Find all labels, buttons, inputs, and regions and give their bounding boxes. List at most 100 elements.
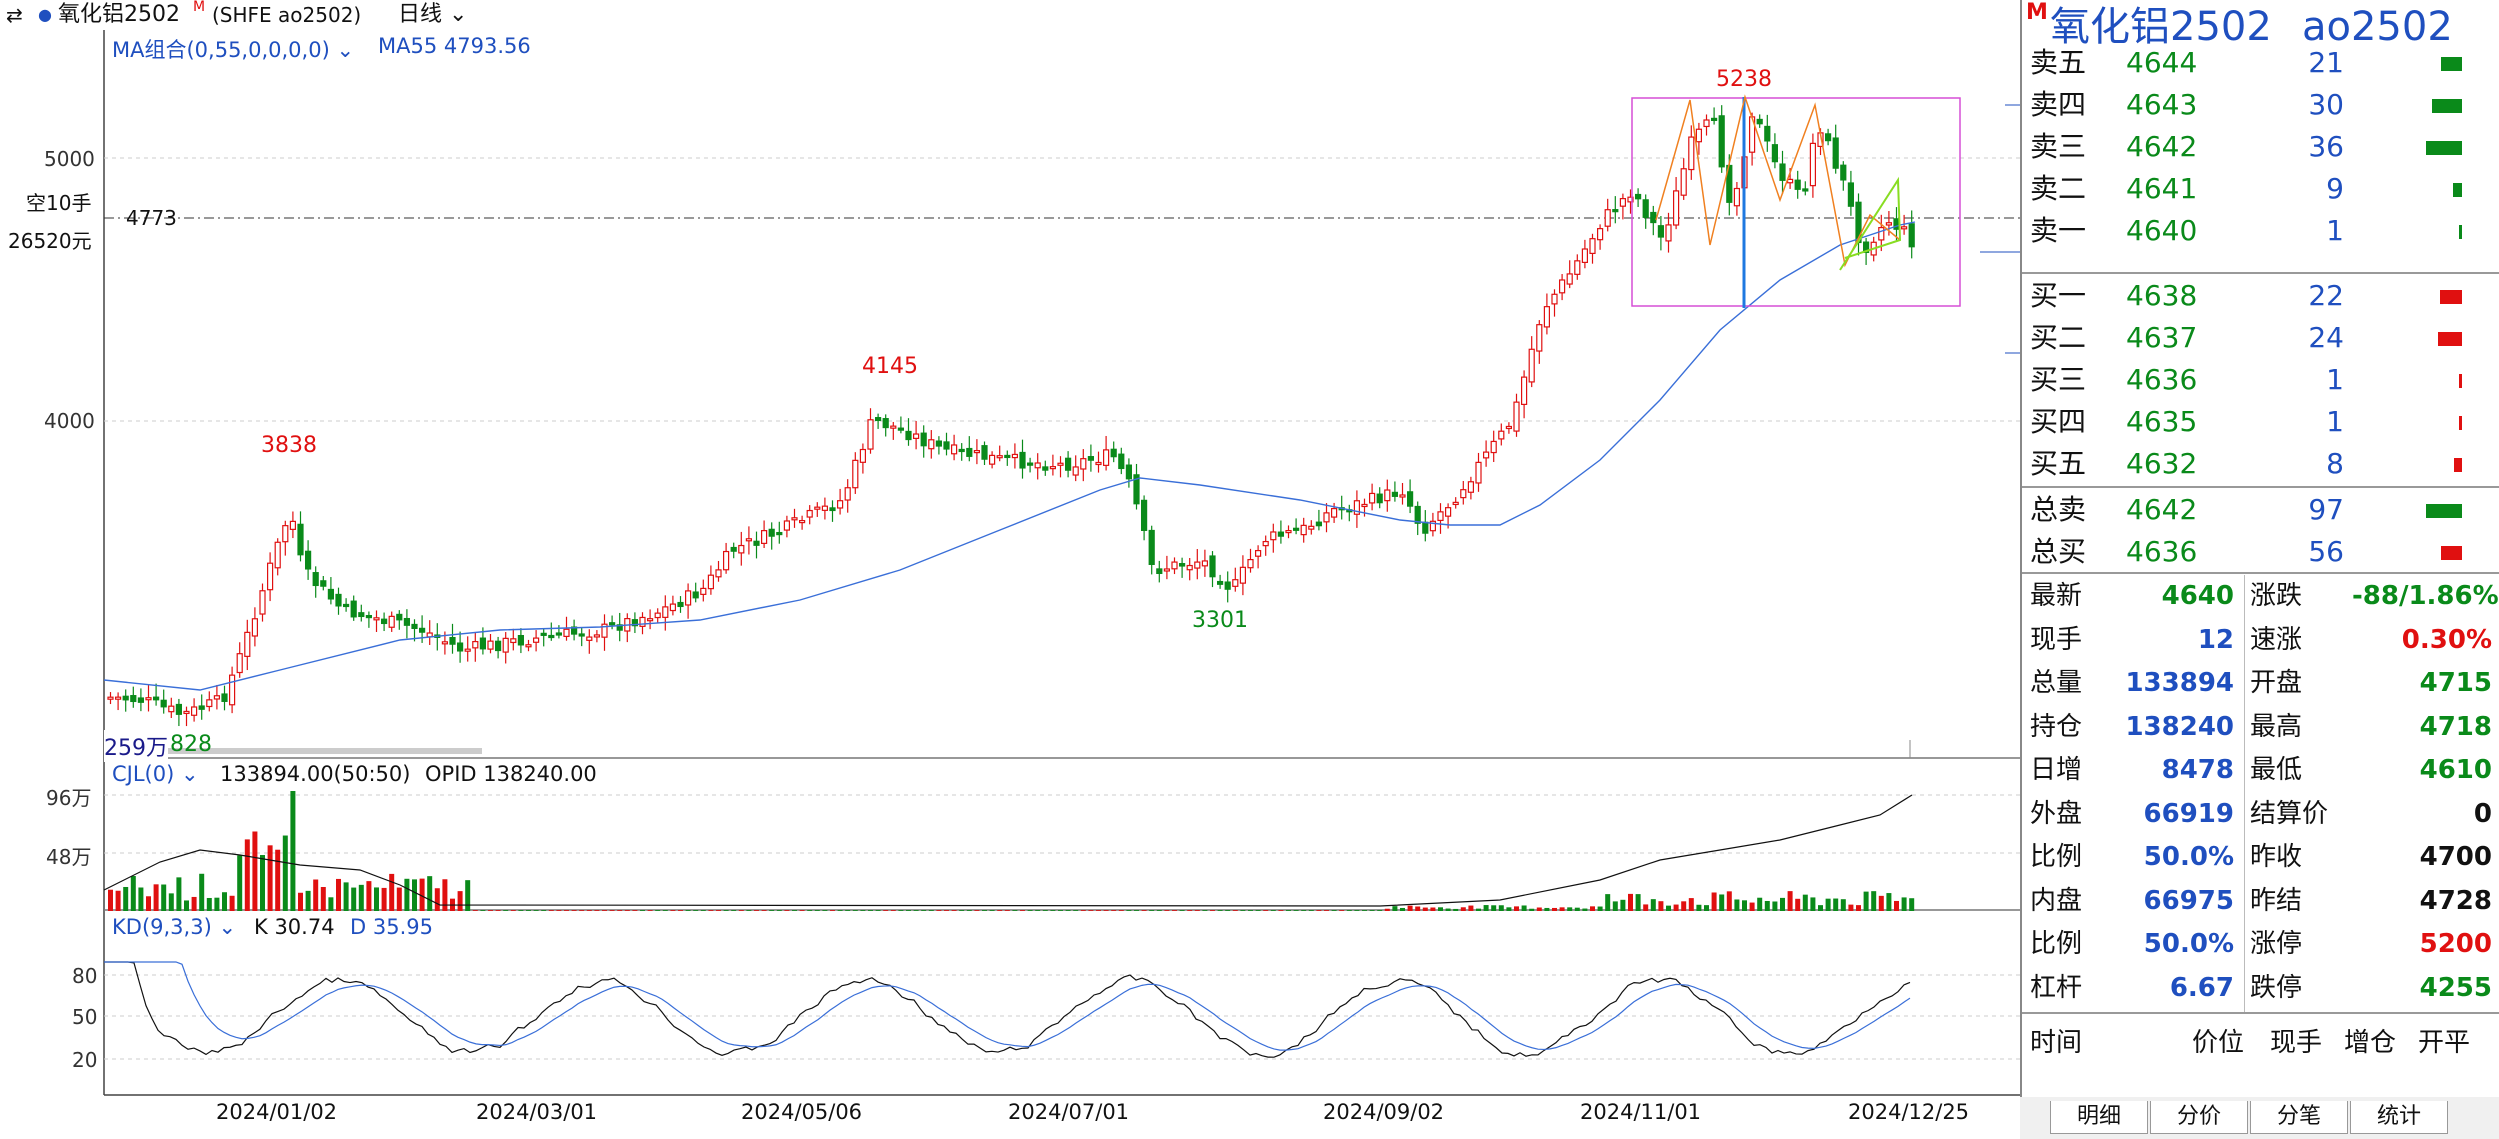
candle-body <box>578 633 585 637</box>
candle-body <box>1490 440 1497 454</box>
stat-label: 日增 <box>2030 755 2083 785</box>
ask-row[interactable]: 卖三 4642 36 <box>2022 126 2499 168</box>
volume-bar <box>655 910 661 911</box>
stat-label: 最高 <box>2250 711 2303 742</box>
ask-row[interactable]: 卖五 4644 21 <box>2022 42 2499 84</box>
volume-bar <box>1810 897 1816 911</box>
volume-bar <box>693 910 699 911</box>
candle-body <box>312 572 319 587</box>
candle-body <box>457 642 464 652</box>
stat-value: 12 <box>2197 624 2234 655</box>
candle-body <box>692 591 699 599</box>
stat-label: 结算价 <box>2250 798 2329 829</box>
candle-body <box>175 703 182 715</box>
tab-stats[interactable]: 统计 <box>2350 1101 2448 1134</box>
ask-row[interactable]: 卖一 4640 1 <box>2022 210 2499 252</box>
candle-body <box>236 653 243 674</box>
volume-bar <box>351 887 357 911</box>
candle-body <box>806 509 813 518</box>
bid-row[interactable]: 买四 4635 1 <box>2022 401 2499 443</box>
period-selector[interactable]: 日线 ⌄ <box>398 0 467 30</box>
chevron-down-icon: ⌄ <box>442 2 468 27</box>
volume-bar <box>1111 910 1117 911</box>
volume-bar <box>837 910 843 911</box>
volume-bar <box>883 910 889 911</box>
ask-row[interactable]: 卖四 4643 30 <box>2022 84 2499 126</box>
volume-bar <box>2459 374 2462 388</box>
volume-bar <box>860 910 866 911</box>
volume-bar <box>2438 332 2462 346</box>
candle-body <box>1247 558 1254 569</box>
candle-body <box>776 531 783 536</box>
total-row[interactable]: 总买 4636 56 <box>2022 531 2499 573</box>
volume-bar <box>1635 894 1641 911</box>
stat-label: 内盘 <box>2030 885 2083 916</box>
volume-bar <box>313 879 319 911</box>
volume-bar <box>906 910 911 911</box>
volume-bar <box>1498 905 1504 911</box>
volume-bar <box>1080 910 1086 911</box>
volume-bar <box>358 884 364 911</box>
volume-bar <box>944 910 949 911</box>
volume-bar <box>1597 906 1603 911</box>
volume-bar <box>153 884 159 911</box>
volume-bar <box>1749 902 1755 911</box>
tab-detail[interactable]: 明细 <box>2050 1101 2148 1134</box>
stat-label: 昨收 <box>2250 842 2303 872</box>
bid-row[interactable]: 买二 4637 24 <box>2022 317 2499 359</box>
volume-bar <box>1346 910 1352 911</box>
bid-row[interactable]: 买一 4638 22 <box>2022 275 2499 317</box>
candle-body <box>327 588 334 600</box>
candle-body <box>1019 451 1026 469</box>
candle-body <box>1292 527 1300 531</box>
candle-body <box>1308 525 1315 530</box>
volume-bar <box>1225 910 1231 911</box>
volume-bar <box>146 896 151 911</box>
volume-bar <box>776 910 782 911</box>
volume-bar <box>1232 910 1238 911</box>
bid-row[interactable]: 买五 4632 8 <box>2022 443 2499 485</box>
kd-d-line <box>104 961 1911 1051</box>
candle-body <box>373 617 380 621</box>
main-contract-badge: M <box>193 0 206 15</box>
price-tick-4000: 4000 <box>44 409 95 433</box>
stat-label: 杠杆 <box>2030 972 2083 1003</box>
candle-body <box>1505 425 1513 430</box>
total-row[interactable]: 总卖 4642 97 <box>2022 489 2499 531</box>
volume-bar <box>1293 910 1299 911</box>
kd-indicator-selector[interactable]: KD(9,3,3) ⌄ <box>112 915 236 939</box>
link-icon[interactable]: ⇄ <box>6 3 23 27</box>
panel-title: 氧化铝2502 <box>2050 4 2272 50</box>
panel-tabs: 明细 分价 分笔 统计 <box>2020 1097 2499 1139</box>
candle-body <box>662 606 669 618</box>
candle-body <box>1118 453 1125 470</box>
volume-bar <box>761 910 767 911</box>
volume-bar <box>928 910 934 911</box>
candle-body <box>829 507 836 512</box>
candle-body <box>1239 566 1247 584</box>
level-label: 卖一 <box>2030 214 2087 247</box>
volume-bar <box>412 879 417 911</box>
volume-bar <box>1673 904 1679 911</box>
volume-bar <box>830 910 835 911</box>
tab-price-dist[interactable]: 分价 <box>2150 1101 2248 1134</box>
ma-indicator-selector[interactable]: MA组合(0,55,0,0,0,0) ⌄ <box>112 34 354 64</box>
candle-body <box>1262 540 1269 547</box>
candle-body <box>920 432 927 447</box>
volume-bar <box>1453 908 1459 911</box>
kline-chart-svg[interactable] <box>0 0 2020 1139</box>
volume-bar <box>738 910 744 911</box>
candle-body <box>593 634 601 638</box>
x-axis-label: 2024/11/01 <box>1580 1100 1702 1124</box>
cjl-indicator-selector[interactable]: CJL(0) ⌄ <box>112 762 199 786</box>
volume-bar <box>191 896 197 911</box>
tab-ticks[interactable]: 分笔 <box>2250 1101 2348 1134</box>
candle-body <box>479 637 486 650</box>
bid-row[interactable]: 买三 4636 1 <box>2022 359 2499 401</box>
chart-area[interactable]: ⇄ ● 氧化铝2502 M (SHFE ao2502) 日线 ⌄ MA组合(0,… <box>0 0 2020 1139</box>
vol-tick-96: 96万 <box>46 786 92 810</box>
volume-bar <box>807 910 813 911</box>
x-axis-label: 2024/12/25 <box>1848 1100 1970 1124</box>
candle-body <box>738 544 745 554</box>
ask-row[interactable]: 卖二 4641 9 <box>2022 168 2499 210</box>
